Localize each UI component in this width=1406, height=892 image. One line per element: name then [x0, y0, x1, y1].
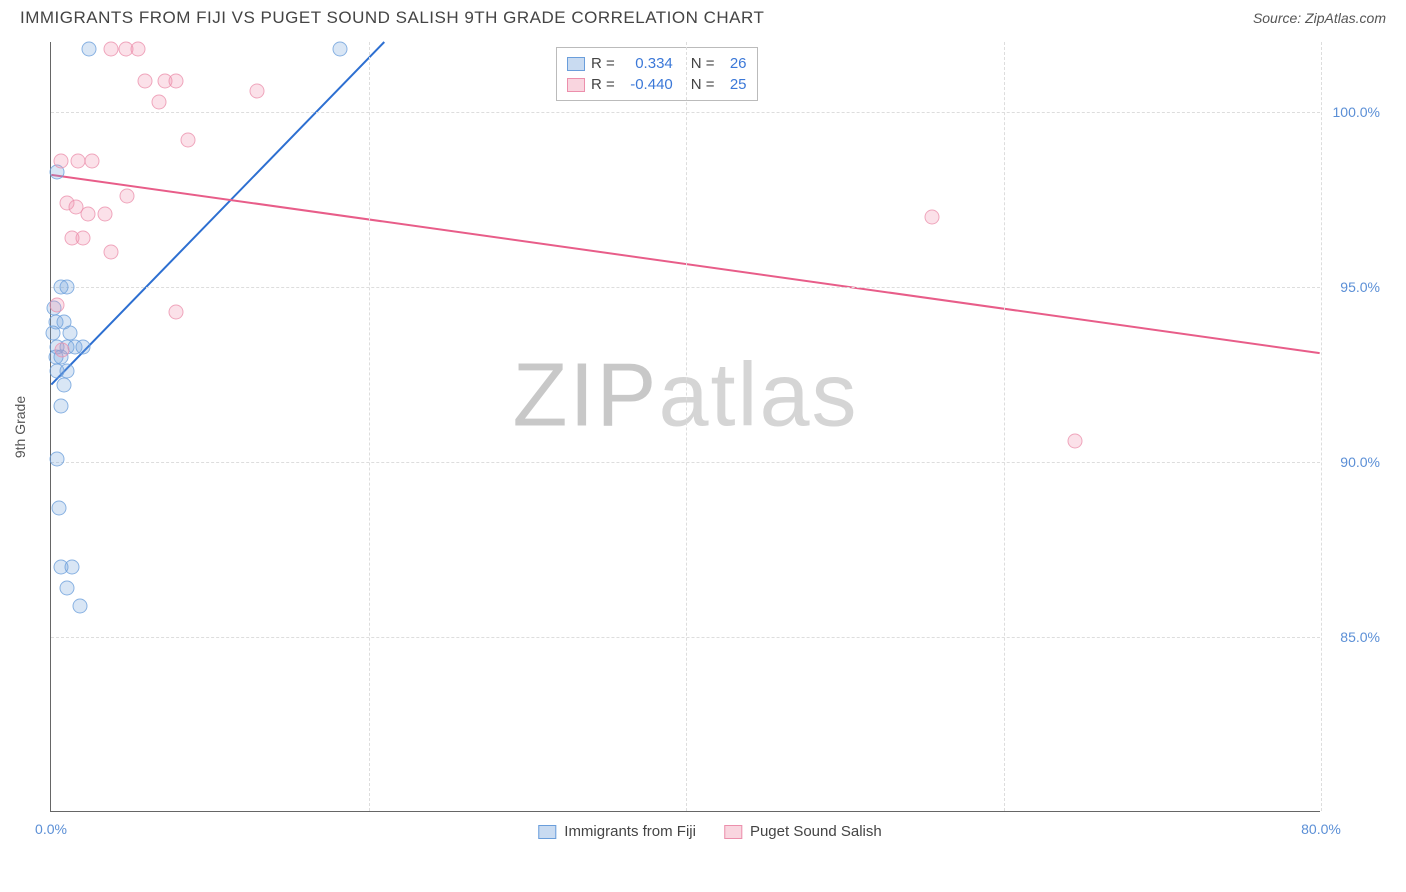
- stat-n-value: 26: [721, 55, 747, 72]
- data-point-fiji: [50, 451, 65, 466]
- stat-row-fiji: R = 0.334 N = 26: [567, 53, 747, 74]
- source-label: Source: ZipAtlas.com: [1253, 10, 1386, 26]
- stat-n-value: 25: [721, 76, 747, 93]
- correlation-stats-box: R = 0.334 N = 26 R = -0.440 N = 25: [556, 47, 758, 101]
- stat-swatch-icon: [567, 78, 585, 92]
- y-axis-label: 9th Grade: [12, 396, 28, 458]
- bottom-legend: Immigrants from Fiji Puget Sound Salish: [538, 823, 881, 840]
- data-point-salish: [1067, 434, 1082, 449]
- legend-swatch-icon: [538, 825, 556, 839]
- legend-label: Immigrants from Fiji: [564, 823, 696, 840]
- data-point-salish: [70, 154, 85, 169]
- data-point-fiji: [53, 399, 68, 414]
- data-point-fiji: [72, 598, 87, 613]
- chart-title: IMMIGRANTS FROM FIJI VS PUGET SOUND SALI…: [20, 8, 764, 28]
- data-point-salish: [104, 245, 119, 260]
- legend-label: Puget Sound Salish: [750, 823, 882, 840]
- data-point-fiji: [59, 364, 74, 379]
- data-point-salish: [80, 206, 95, 221]
- data-point-salish: [925, 210, 940, 225]
- data-point-salish: [120, 189, 135, 204]
- data-point-salish: [53, 154, 68, 169]
- stat-swatch-icon: [567, 57, 585, 71]
- data-point-fiji: [64, 560, 79, 575]
- y-tick-label: 85.0%: [1325, 629, 1380, 645]
- data-point-fiji: [59, 280, 74, 295]
- data-point-salish: [180, 133, 195, 148]
- gridline-v: [686, 42, 687, 811]
- data-point-salish: [55, 343, 70, 358]
- stat-r-label: R =: [591, 55, 615, 72]
- data-point-salish: [169, 304, 184, 319]
- y-tick-label: 95.0%: [1325, 279, 1380, 295]
- watermark-zip: ZIP: [512, 345, 658, 445]
- stat-row-salish: R = -0.440 N = 25: [567, 74, 747, 95]
- legend-swatch-icon: [724, 825, 742, 839]
- y-tick-label: 100.0%: [1325, 104, 1380, 120]
- data-point-fiji: [45, 325, 60, 340]
- x-tick-label: 0.0%: [35, 821, 67, 837]
- y-tick-label: 90.0%: [1325, 454, 1380, 470]
- data-point-fiji: [75, 339, 90, 354]
- chart-header: IMMIGRANTS FROM FIJI VS PUGET SOUND SALI…: [0, 0, 1406, 32]
- watermark-atlas: atlas: [658, 345, 858, 445]
- legend-item-salish: Puget Sound Salish: [724, 823, 882, 840]
- data-point-salish: [151, 94, 166, 109]
- gridline-v: [1004, 42, 1005, 811]
- stat-r-label: R =: [591, 76, 615, 93]
- data-point-fiji: [51, 500, 66, 515]
- stat-n-label: N =: [691, 76, 715, 93]
- data-point-fiji: [59, 581, 74, 596]
- data-point-fiji: [63, 325, 78, 340]
- data-point-salish: [50, 297, 65, 312]
- data-point-salish: [104, 42, 119, 57]
- data-point-salish: [250, 84, 265, 99]
- plot-wrap: 9th Grade ZIPatlas R =0.334N =26R =-0.44…: [50, 42, 1370, 812]
- data-point-salish: [169, 73, 184, 88]
- data-point-fiji: [332, 42, 347, 57]
- data-point-fiji: [82, 42, 97, 57]
- stat-r-value: -0.440: [621, 76, 673, 93]
- gridline-v: [369, 42, 370, 811]
- data-point-salish: [85, 154, 100, 169]
- x-tick-label: 80.0%: [1301, 821, 1341, 837]
- legend-item-fiji: Immigrants from Fiji: [538, 823, 696, 840]
- stat-r-value: 0.334: [621, 55, 673, 72]
- data-point-salish: [137, 73, 152, 88]
- data-point-salish: [75, 231, 90, 246]
- data-point-fiji: [56, 378, 71, 393]
- gridline-v: [1321, 42, 1322, 811]
- plot-area: ZIPatlas R =0.334N =26R =-0.440N =25 85.…: [50, 42, 1320, 812]
- data-point-salish: [131, 42, 146, 57]
- stat-n-label: N =: [691, 55, 715, 72]
- data-point-salish: [97, 206, 112, 221]
